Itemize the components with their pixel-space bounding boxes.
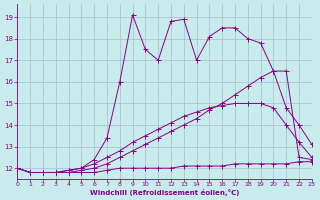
X-axis label: Windchill (Refroidissement éolien,°C): Windchill (Refroidissement éolien,°C): [90, 189, 239, 196]
